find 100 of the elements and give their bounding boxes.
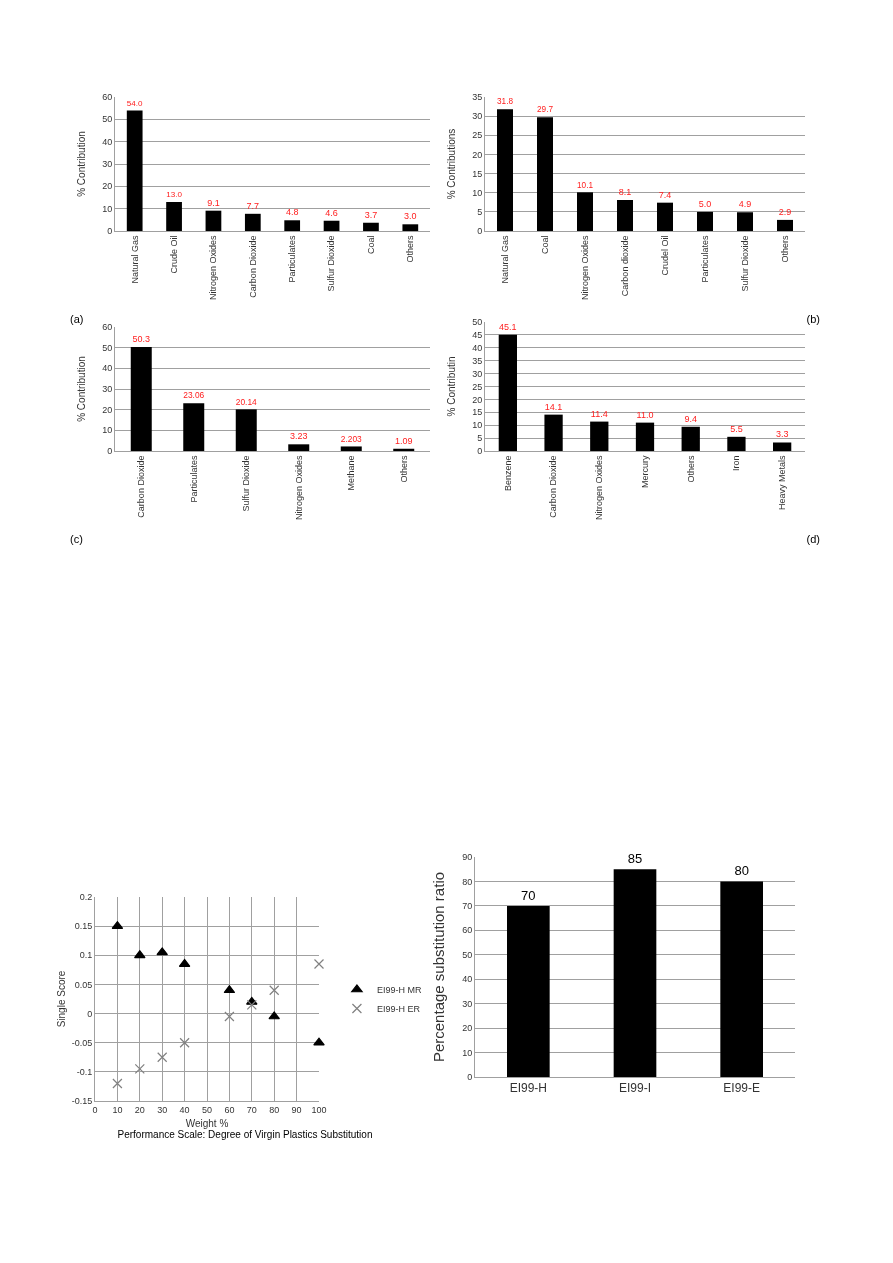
y-tick-label: 35 [472,355,483,366]
point [112,1078,123,1089]
bar [130,347,152,451]
x-tick-label: Carbon Dioxide [548,455,559,518]
data-label: 1.09 [394,435,413,446]
y-axis-title: % Contributin [446,356,457,417]
data-label: 85 [627,851,643,867]
bar [363,222,379,231]
bar [720,881,763,1077]
bar [402,224,419,231]
y-tick-label: 0.1 [79,950,93,961]
y-tick-label: 0 [107,446,113,457]
data-label: 7.4 [658,189,672,200]
x-tick-label: Carbon Dioxide [136,455,147,518]
y-tick-label: 10 [102,203,113,214]
y-axis-title: Percentage substitution ratio [430,871,447,1063]
text: (b) [806,313,820,325]
y-tick-label: 70 [462,901,473,912]
y-tick-label: 0 [107,226,113,237]
y-tick-label: 45 [472,330,483,341]
data-label: 50.3 [132,334,151,345]
y-tick-label: -0.15 [71,1096,93,1107]
data-label: 70 [521,887,536,903]
y-tick-label: 40 [472,342,483,353]
x-tick-label: Carbon dioxide [619,235,630,297]
point [134,950,146,959]
y-tick-label: 10 [102,425,113,436]
x-tick-label: Nitrogen Oxides [594,455,605,521]
x-tick-label: 70 [246,1104,257,1115]
x-tick-label: Coal [365,235,376,255]
data-label: 2.9 [778,206,792,217]
x-tick-label: Others [779,235,790,263]
y-tick-label: 0.05 [74,979,93,990]
y-axis-title: % Contribution [76,356,87,422]
y-tick-label: 50 [102,114,113,125]
x-tick-label: 90 [291,1104,302,1115]
y-tick-label: 0 [87,1008,93,1019]
y-tick-label: 5 [477,207,483,218]
x-tick-label: Nitrogen Oxides [208,235,219,301]
bar [284,220,301,231]
bar [323,220,340,231]
y-tick-label: 10 [472,420,483,431]
y-axis-title: Single Score [56,970,67,1028]
data-label: 8.1 [618,186,632,197]
y-tick-label: 50 [102,342,113,353]
x-tick-label: Crude Oil [168,235,179,274]
x-axis-title: Weight % [185,1118,229,1130]
x-tick-label: Particulates [188,455,199,503]
x-tick-label: Sulfur Dioxide [241,455,252,512]
bar [183,403,205,451]
point [313,1037,325,1046]
data-label: 54.0 [126,98,144,108]
data-label: 10.1 [577,180,594,190]
x-tick-label: Particulates [699,235,710,283]
y-axis-title: % Contributions [446,128,457,200]
x-tick-label: Sulfur Dioxide [326,235,337,292]
y-tick-label: 90 [462,852,473,863]
y-tick-label: 15 [472,407,483,418]
bar [613,869,657,1077]
y-tick-label: 80 [462,876,473,887]
point [179,1037,190,1048]
y-tick-label: 10 [462,1047,473,1058]
point [157,1052,168,1063]
y-tick-label: 0 [467,1072,473,1083]
x-tick-label: Nitrogen Oxides [579,235,590,301]
x-tick-label: Others [405,235,416,263]
data-label: 9.1 [207,197,220,208]
bar [497,109,513,231]
bar [244,213,261,231]
x-tick-label: 60 [224,1104,235,1115]
data-label: 3.3 [775,429,789,440]
y-tick-label: 0 [477,226,483,237]
y-tick-label: 0.2 [79,892,93,903]
bar [773,442,792,451]
y-tick-label: 0 [477,446,483,457]
y-tick-label: 0.15 [74,921,93,932]
point [134,1063,145,1075]
bar [166,201,182,231]
text: (c) [70,533,83,545]
x-tick-label: Iron [731,455,742,472]
y-tick-label: 30 [102,159,113,170]
data-label: 4.8 [285,207,299,218]
y-tick-label: 5 [477,433,483,444]
bar [590,421,609,451]
data-label: 20.14 [235,396,258,407]
legend-label: EI99-H ER [376,1004,421,1015]
data-label: 11.0 [636,409,654,420]
x-tick-label: Others [398,455,409,483]
y-tick-label: 60 [102,322,113,333]
y-tick-label: 50 [462,949,473,960]
bar [727,436,746,451]
point [313,958,325,970]
bar [681,426,700,451]
y-tick-label: 20 [102,181,113,192]
data-label: 9.4 [684,413,697,424]
x-tick-label: Carbon Dioxide [247,235,258,298]
data-label: 3.0 [404,211,417,222]
x-tick-label: Particulates [287,235,298,283]
y-tick-label: 30 [102,384,113,395]
data-label: 3.7 [364,209,378,220]
